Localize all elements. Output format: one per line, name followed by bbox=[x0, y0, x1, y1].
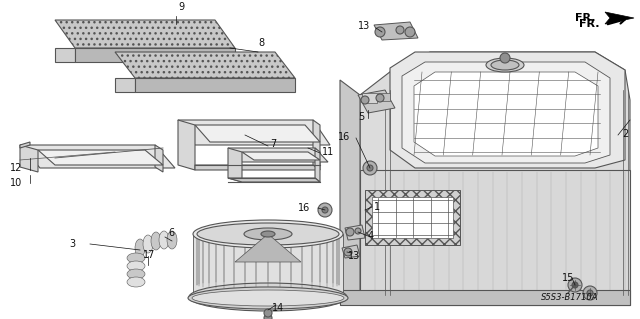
Circle shape bbox=[361, 96, 369, 104]
Polygon shape bbox=[242, 152, 320, 160]
Ellipse shape bbox=[143, 235, 153, 253]
Ellipse shape bbox=[159, 231, 169, 249]
Polygon shape bbox=[193, 234, 343, 297]
Circle shape bbox=[355, 228, 361, 234]
Polygon shape bbox=[20, 145, 175, 168]
Text: 5: 5 bbox=[358, 112, 364, 122]
Polygon shape bbox=[313, 120, 320, 170]
Text: 6: 6 bbox=[168, 228, 174, 238]
Bar bbox=[362, 93, 377, 103]
Text: 9: 9 bbox=[178, 2, 184, 12]
Circle shape bbox=[264, 314, 272, 319]
Circle shape bbox=[587, 290, 593, 296]
Polygon shape bbox=[360, 52, 630, 305]
Text: 1: 1 bbox=[374, 202, 380, 212]
Polygon shape bbox=[360, 170, 630, 305]
Ellipse shape bbox=[192, 290, 344, 306]
Text: 13: 13 bbox=[348, 251, 360, 261]
Circle shape bbox=[572, 282, 578, 288]
Text: 13: 13 bbox=[358, 21, 370, 31]
Ellipse shape bbox=[127, 269, 145, 279]
Text: 8: 8 bbox=[258, 38, 264, 48]
Polygon shape bbox=[605, 12, 634, 24]
Ellipse shape bbox=[261, 231, 275, 237]
Text: 11: 11 bbox=[322, 147, 334, 157]
Polygon shape bbox=[414, 72, 598, 156]
Text: 4: 4 bbox=[368, 231, 374, 241]
Text: 10: 10 bbox=[10, 178, 22, 188]
Circle shape bbox=[367, 165, 373, 171]
Text: 7: 7 bbox=[270, 139, 276, 149]
Bar bbox=[378, 93, 390, 101]
Ellipse shape bbox=[189, 283, 347, 311]
Text: 17: 17 bbox=[143, 250, 156, 260]
Polygon shape bbox=[228, 148, 242, 182]
Circle shape bbox=[344, 248, 352, 256]
Text: FR.: FR. bbox=[579, 19, 600, 29]
Polygon shape bbox=[115, 78, 135, 92]
Polygon shape bbox=[315, 148, 320, 182]
Polygon shape bbox=[365, 190, 460, 245]
Text: FR.: FR. bbox=[575, 13, 596, 23]
Circle shape bbox=[500, 53, 510, 63]
Ellipse shape bbox=[127, 253, 145, 263]
Polygon shape bbox=[374, 22, 418, 40]
Circle shape bbox=[363, 161, 377, 175]
Polygon shape bbox=[178, 120, 330, 145]
Polygon shape bbox=[178, 120, 195, 170]
Circle shape bbox=[346, 228, 354, 236]
Ellipse shape bbox=[127, 277, 145, 287]
Polygon shape bbox=[345, 225, 365, 240]
Text: 14: 14 bbox=[272, 303, 284, 313]
Polygon shape bbox=[340, 80, 360, 305]
Circle shape bbox=[375, 27, 385, 37]
Polygon shape bbox=[75, 48, 235, 62]
Circle shape bbox=[568, 278, 582, 292]
Polygon shape bbox=[55, 20, 235, 48]
Polygon shape bbox=[390, 52, 625, 168]
Circle shape bbox=[322, 207, 328, 213]
Polygon shape bbox=[340, 290, 630, 305]
Polygon shape bbox=[358, 90, 395, 113]
Polygon shape bbox=[372, 197, 453, 238]
Polygon shape bbox=[402, 62, 610, 163]
Ellipse shape bbox=[491, 60, 519, 70]
Circle shape bbox=[405, 27, 415, 37]
Ellipse shape bbox=[486, 58, 524, 72]
Polygon shape bbox=[342, 245, 360, 258]
Circle shape bbox=[583, 286, 597, 300]
Circle shape bbox=[376, 94, 384, 102]
Polygon shape bbox=[20, 142, 30, 148]
Circle shape bbox=[318, 203, 332, 217]
Ellipse shape bbox=[135, 239, 145, 257]
Ellipse shape bbox=[193, 220, 343, 248]
Text: 12: 12 bbox=[10, 163, 22, 173]
Polygon shape bbox=[195, 125, 320, 142]
Text: 16: 16 bbox=[338, 132, 350, 142]
Text: S5S3-B1710A: S5S3-B1710A bbox=[541, 293, 599, 302]
Polygon shape bbox=[228, 148, 328, 162]
Text: 3: 3 bbox=[69, 239, 75, 249]
Polygon shape bbox=[235, 234, 301, 262]
Polygon shape bbox=[228, 178, 320, 182]
Polygon shape bbox=[155, 145, 163, 172]
Ellipse shape bbox=[167, 231, 177, 249]
Polygon shape bbox=[195, 165, 320, 170]
Ellipse shape bbox=[151, 232, 161, 250]
Polygon shape bbox=[38, 150, 163, 165]
Polygon shape bbox=[115, 52, 295, 78]
Text: 15: 15 bbox=[562, 273, 574, 283]
Ellipse shape bbox=[244, 228, 292, 240]
Circle shape bbox=[264, 309, 272, 317]
Polygon shape bbox=[20, 145, 38, 172]
Ellipse shape bbox=[127, 261, 145, 271]
Ellipse shape bbox=[188, 287, 348, 309]
Ellipse shape bbox=[197, 223, 339, 245]
Polygon shape bbox=[55, 48, 75, 62]
Text: 2: 2 bbox=[622, 129, 628, 139]
Text: 16: 16 bbox=[298, 203, 310, 213]
Circle shape bbox=[396, 26, 404, 34]
Polygon shape bbox=[135, 78, 295, 92]
